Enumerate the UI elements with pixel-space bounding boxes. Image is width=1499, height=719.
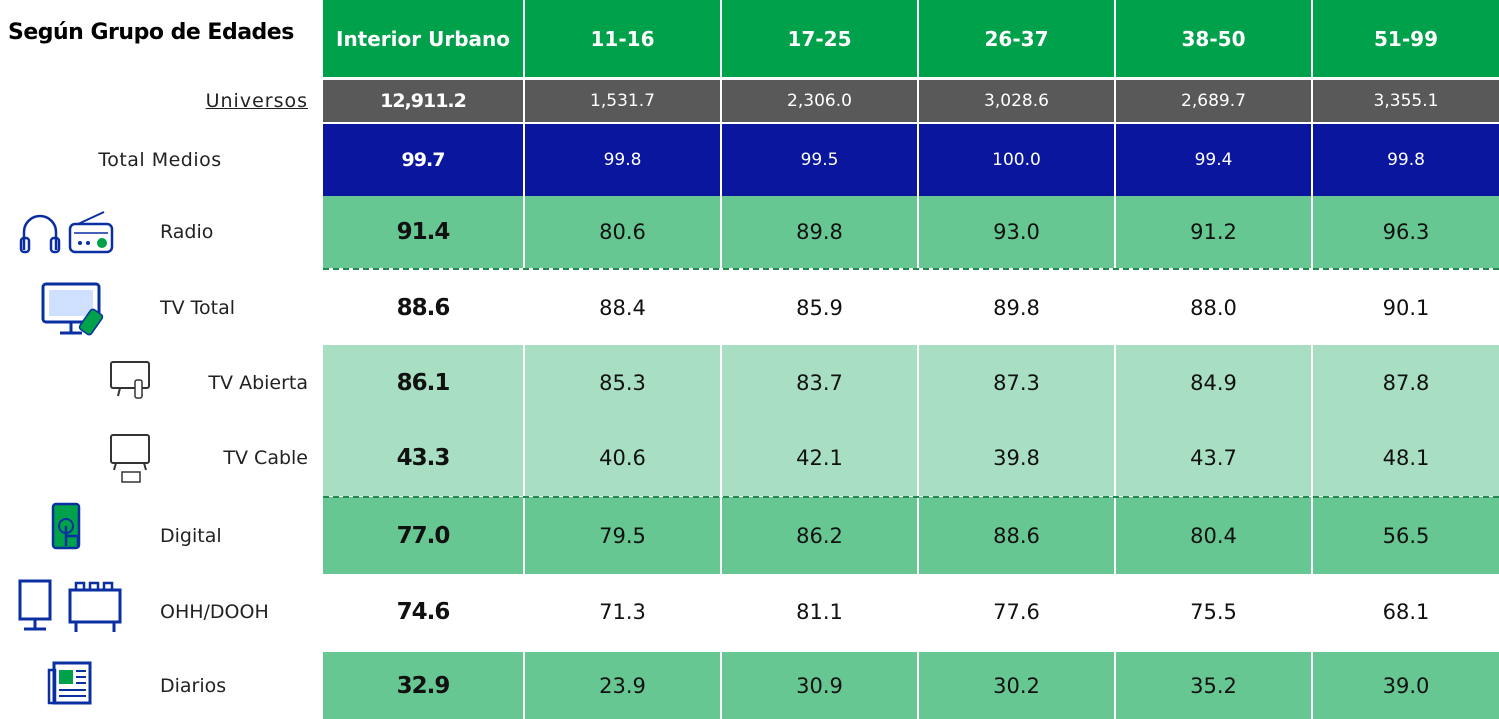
value-cell: 86.2 [722, 497, 917, 574]
value-cell: 99.5 [722, 124, 917, 196]
value-cell: 99.8 [525, 124, 720, 196]
row-divider [323, 496, 1499, 498]
value-cell: 1,531.7 [525, 80, 720, 122]
row-label-cell: TV Abierta [0, 345, 320, 420]
row-label-cell: Total Medios [0, 124, 320, 196]
value-cell: 75.5 [1116, 574, 1311, 650]
column-header: Interior Urbano [323, 0, 523, 77]
row-label-cell: TV Total [0, 270, 320, 345]
column-header: 11-16 [525, 0, 720, 77]
value-cell: 2,306.0 [722, 80, 917, 122]
row-label: TV Total [160, 296, 236, 319]
value-cell: 81.1 [722, 574, 917, 650]
value-cell: 99.8 [1313, 124, 1499, 196]
column-header: 38-50 [1116, 0, 1311, 77]
value-cell: 99.7 [323, 124, 523, 196]
column-header: 51-99 [1313, 0, 1499, 77]
value-cell: 77.6 [919, 574, 1114, 650]
row-label: Digital [160, 524, 222, 547]
diarios-icon [47, 661, 92, 705]
row-divider [323, 268, 1499, 270]
value-cell: 86.1 [323, 345, 523, 420]
value-cell: 99.4 [1116, 124, 1311, 196]
value-cell: 30.9 [722, 652, 917, 719]
ooh-icon [18, 579, 122, 632]
value-cell: 39.0 [1313, 652, 1499, 719]
row-label: Diarios [160, 674, 227, 697]
value-cell: 3,355.1 [1313, 80, 1499, 122]
value-cell: 12,911.2 [323, 80, 523, 122]
value-cell: 2,689.7 [1116, 80, 1311, 122]
value-cell: 85.9 [722, 270, 917, 345]
digital-icon [51, 502, 81, 550]
value-cell: 88.4 [525, 270, 720, 345]
value-cell: 68.1 [1313, 574, 1499, 650]
row-label-cell: Radio [0, 196, 320, 268]
tv-abierta-icon [110, 361, 150, 399]
value-cell: 43.7 [1116, 420, 1311, 496]
radio-icon [19, 211, 114, 254]
value-cell: 88.6 [323, 270, 523, 345]
value-cell: 91.4 [323, 196, 523, 268]
value-cell: 40.6 [525, 420, 720, 496]
value-cell: 89.8 [722, 196, 917, 268]
value-cell: 87.3 [919, 345, 1114, 420]
row-label: Universos [205, 90, 308, 112]
value-cell: 93.0 [919, 196, 1114, 268]
column-header: 26-37 [919, 0, 1114, 77]
value-cell: 77.0 [323, 497, 523, 574]
row-label-cell: TV Cable [0, 420, 320, 496]
row-label: Radio [160, 221, 214, 243]
value-cell: 48.1 [1313, 420, 1499, 496]
value-cell: 79.5 [525, 497, 720, 574]
row-label-cell: Diarios [0, 652, 320, 719]
row-label-cell: OHH/DOOH [0, 574, 320, 650]
value-cell: 43.3 [323, 420, 523, 496]
value-cell: 89.8 [919, 270, 1114, 345]
value-cell: 96.3 [1313, 196, 1499, 268]
tv-total-icon [41, 282, 104, 336]
row-label: OHH/DOOH [160, 601, 269, 623]
value-cell: 87.8 [1313, 345, 1499, 420]
value-cell: 3,028.6 [919, 80, 1114, 122]
value-cell: 80.6 [525, 196, 720, 268]
value-cell: 71.3 [525, 574, 720, 650]
value-cell: 80.4 [1116, 497, 1311, 574]
value-cell: 42.1 [722, 420, 917, 496]
value-cell: 83.7 [722, 345, 917, 420]
value-cell: 56.5 [1313, 497, 1499, 574]
value-cell: 100.0 [919, 124, 1114, 196]
value-cell: 88.6 [919, 497, 1114, 574]
value-cell: 39.8 [919, 420, 1114, 496]
row-label-cell: Universos [0, 80, 320, 122]
tv-cable-icon [110, 434, 150, 483]
row-label: TV Abierta [208, 371, 308, 394]
row-label: Total Medios [98, 149, 222, 171]
value-cell: 91.2 [1116, 196, 1311, 268]
value-cell: 30.2 [919, 652, 1114, 719]
value-cell: 90.1 [1313, 270, 1499, 345]
row-label: TV Cable [223, 447, 308, 469]
row-label-cell: Digital [0, 497, 320, 574]
value-cell: 74.6 [323, 574, 523, 650]
value-cell: 23.9 [525, 652, 720, 719]
value-cell: 85.3 [525, 345, 720, 420]
value-cell: 32.9 [323, 652, 523, 719]
column-header: 17-25 [722, 0, 917, 77]
table-title: Según Grupo de Edades [8, 20, 294, 45]
value-cell: 35.2 [1116, 652, 1311, 719]
value-cell: 88.0 [1116, 270, 1311, 345]
value-cell: 84.9 [1116, 345, 1311, 420]
